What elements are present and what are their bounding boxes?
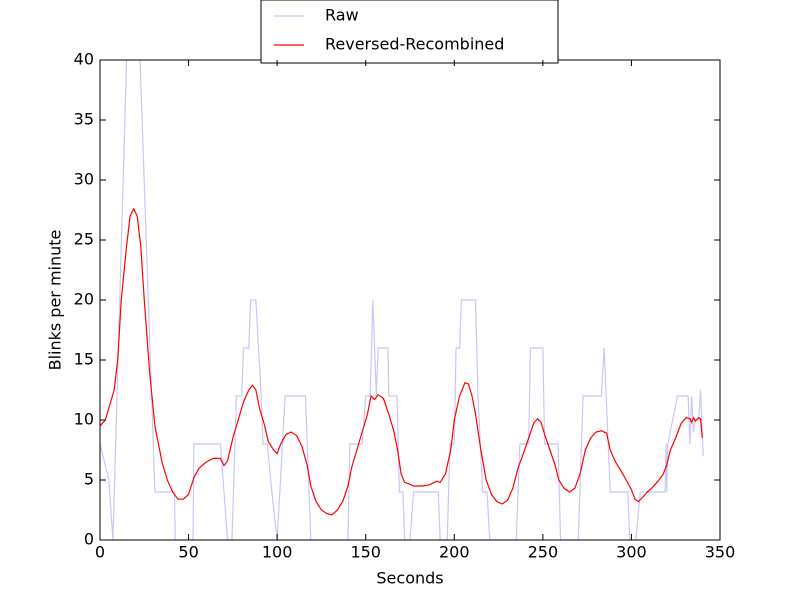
y-tick-label: 30 bbox=[74, 170, 94, 189]
y-tick-label: 20 bbox=[74, 290, 94, 309]
x-tick-label: 350 bbox=[705, 543, 736, 562]
x-tick-label: 50 bbox=[178, 543, 198, 562]
y-tick-label: 5 bbox=[84, 470, 94, 489]
x-tick-label: 200 bbox=[439, 543, 470, 562]
y-tick-label: 15 bbox=[74, 350, 94, 369]
y-tick-label: 0 bbox=[84, 530, 94, 549]
series-line bbox=[100, 207, 703, 516]
x-tick-label: 300 bbox=[616, 543, 647, 562]
legend-label: Reversed-Recombined bbox=[325, 35, 504, 54]
x-tick-label: 0 bbox=[95, 543, 105, 562]
y-tick-label: 35 bbox=[74, 110, 94, 129]
x-tick-label: 100 bbox=[262, 543, 293, 562]
y-axis-label: Blinks per minute bbox=[46, 230, 65, 371]
y-tick-label: 25 bbox=[74, 230, 94, 249]
x-axis-label: Seconds bbox=[376, 569, 443, 588]
plot-area bbox=[100, 60, 704, 540]
x-tick-label: 250 bbox=[528, 543, 559, 562]
legend-label: Raw bbox=[325, 6, 359, 25]
x-tick-label: 150 bbox=[350, 543, 381, 562]
legend bbox=[260, 0, 559, 64]
y-tick-label: 40 bbox=[74, 50, 94, 69]
series-line bbox=[100, 60, 704, 540]
y-tick-label: 10 bbox=[74, 410, 94, 429]
